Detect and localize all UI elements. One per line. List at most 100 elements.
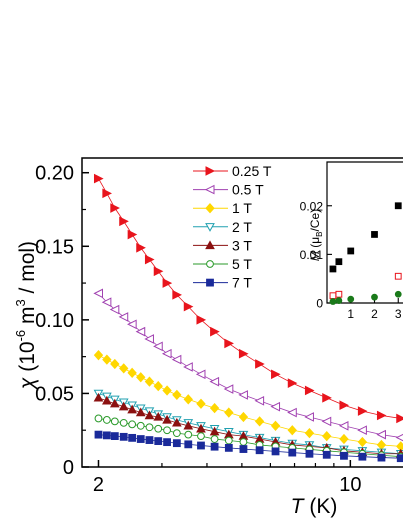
- y-tick-label: 0: [63, 457, 74, 479]
- data-point: [224, 407, 234, 418]
- inset-data-point: [394, 272, 402, 280]
- data-point: [153, 380, 163, 392]
- data-point: [184, 440, 193, 449]
- data-point: [118, 312, 129, 322]
- data-point: [322, 450, 331, 459]
- series-7-T: [94, 430, 403, 463]
- legend-marker: [205, 166, 216, 176]
- main-plot: 00.050.100.150.202 10: [35, 157, 403, 496]
- inset-x-tick-label: 1: [347, 307, 354, 321]
- data-point: [162, 278, 173, 288]
- data-point: [162, 385, 172, 396]
- data-point: [239, 445, 248, 453]
- data-point: [153, 411, 164, 421]
- data-point: [271, 369, 281, 380]
- legend-label: 3 T: [232, 237, 252, 253]
- data-point: [223, 384, 234, 394]
- inset-x-tick-label: 3: [395, 307, 402, 321]
- data-point: [135, 326, 146, 337]
- data-point: [238, 348, 249, 359]
- legend: 0.25 T 0.5 T 1 T 2 T 3 T 5 T 7 T: [193, 163, 272, 291]
- inset-data-point: [329, 298, 337, 305]
- data-point: [119, 216, 129, 227]
- data-point: [172, 429, 181, 438]
- data-point: [287, 378, 298, 388]
- data-point: [210, 435, 219, 443]
- data-point: [127, 319, 137, 330]
- data-point: [224, 338, 234, 349]
- data-point: [172, 439, 181, 448]
- data-point: [254, 416, 265, 427]
- data-point: [197, 432, 205, 441]
- series-1-T: [93, 350, 403, 452]
- inset-data-point: [335, 258, 343, 266]
- inset-data-point: [394, 202, 402, 210]
- data-point: [196, 398, 206, 409]
- data-point: [145, 436, 154, 444]
- inset-frame: [326, 161, 403, 304]
- data-point: [171, 354, 182, 365]
- data-point: [94, 414, 103, 423]
- data-point: [196, 315, 207, 325]
- data-point: [127, 404, 137, 414]
- data-point: [102, 416, 111, 424]
- x-axis-label: T (K): [291, 495, 338, 518]
- y-tick-label: 0.20: [35, 163, 74, 185]
- data-point: [238, 411, 249, 423]
- axis-labels: T (K) χ (10-6 m3 / mol) M (μB/Ce): [13, 209, 337, 518]
- data-point: [209, 402, 220, 414]
- data-point: [377, 453, 386, 462]
- data-point: [145, 423, 154, 432]
- data-point: [304, 428, 315, 439]
- data-point: [396, 441, 403, 452]
- data-point: [136, 242, 146, 253]
- inset-data-point: [371, 231, 378, 238]
- inset-data-point: [329, 292, 337, 300]
- x-tick-label: 10: [339, 474, 361, 496]
- data-point: [118, 401, 129, 411]
- data-point: [304, 385, 315, 396]
- legend-marker: [206, 278, 214, 287]
- inset-series-0: [329, 202, 402, 273]
- data-point: [183, 420, 194, 430]
- data-point: [287, 407, 297, 418]
- data-point: [94, 430, 103, 439]
- x-tick-label: 2: [93, 474, 104, 496]
- legend-label: 0.25 T: [232, 163, 272, 179]
- data-point: [163, 426, 171, 435]
- data-point: [287, 425, 297, 436]
- inset-y-axis-label: M (μB/Ce): [308, 209, 324, 261]
- data-point: [119, 363, 129, 374]
- inset-data-point: [335, 297, 343, 304]
- data-point: [210, 442, 219, 451]
- data-point: [136, 435, 145, 443]
- data-point: [183, 362, 193, 372]
- y-axis-label: χ (10-6 m3 / mol): [13, 241, 39, 391]
- data-point: [154, 424, 163, 433]
- data-point: [322, 393, 332, 403]
- legend-marker: [205, 203, 215, 214]
- inset-data-point: [329, 265, 337, 273]
- data-point: [340, 451, 348, 460]
- data-point: [321, 416, 332, 427]
- legend-label: 1 T: [232, 200, 252, 216]
- data-point: [224, 443, 233, 452]
- data-point: [358, 452, 367, 461]
- inset-data-point: [347, 247, 355, 255]
- data-point: [136, 372, 146, 383]
- data-point: [110, 417, 119, 426]
- data-point: [127, 367, 137, 378]
- data-point: [154, 437, 163, 446]
- data-point: [376, 410, 387, 421]
- legend-label: 0.5 T: [232, 182, 264, 198]
- inset-series-2: [329, 290, 402, 305]
- data-point: [376, 429, 386, 440]
- data-point: [396, 413, 403, 424]
- data-point: [271, 447, 280, 456]
- data-point: [254, 395, 265, 406]
- data-point: [161, 348, 172, 359]
- data-point: [102, 188, 112, 199]
- inset-y-tick-label: 0.02: [300, 199, 324, 213]
- data-point: [110, 203, 120, 213]
